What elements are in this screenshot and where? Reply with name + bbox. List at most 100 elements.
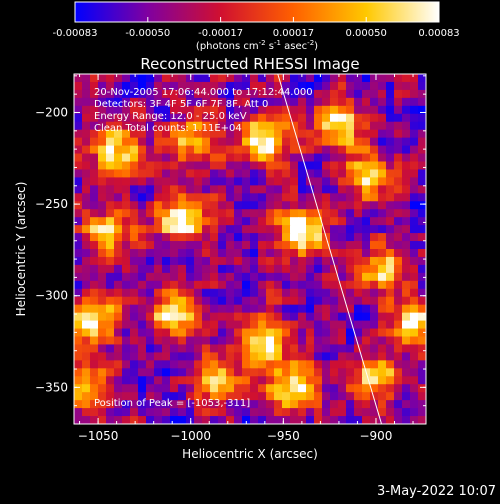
heatmap-cell [418, 177, 426, 186]
heatmap-cell [74, 137, 83, 147]
heatmap-cell [218, 113, 227, 123]
heatmap-cell [162, 225, 171, 234]
heatmap-cell [378, 193, 387, 202]
heatmap-cell [162, 89, 171, 99]
heatmap-cell [82, 161, 91, 171]
heatmap-cell [234, 336, 243, 346]
heatmap-cell [234, 145, 243, 155]
heatmap-cell [402, 153, 411, 163]
heatmap-cell [362, 241, 371, 250]
heatmap-cell [338, 177, 347, 186]
heatmap-cell [210, 193, 219, 202]
heatmap-cell [122, 169, 131, 179]
heatmap-cell [170, 225, 179, 234]
heatmap-cell [338, 217, 347, 226]
heatmap-cell [234, 217, 243, 226]
heatmap-cell [274, 137, 283, 147]
heatmap-cell [418, 89, 426, 99]
heatmap-cell [290, 392, 299, 401]
heatmap-cell [266, 408, 275, 417]
heatmap-cell [138, 296, 147, 306]
heatmap-cell [410, 233, 419, 242]
heatmap-cell [354, 81, 363, 91]
heatmap-cell [330, 264, 339, 274]
heatmap-cell [330, 384, 339, 393]
heatmap-cell [330, 344, 339, 354]
heatmap-cell [106, 97, 115, 107]
heatmap-cell [338, 193, 347, 202]
heatmap-cell [402, 416, 411, 424]
heatmap-cell [314, 97, 323, 107]
heatmap-cell [250, 296, 259, 306]
heatmap-cell [74, 408, 83, 417]
heatmap-cell [226, 161, 235, 171]
heatmap-cell [378, 113, 387, 123]
heatmap-cell [314, 320, 323, 330]
heatmap-cell [298, 249, 307, 258]
heatmap-cell [122, 392, 131, 401]
y-tick-label: −350 [35, 380, 68, 394]
y-axis-label: Heliocentric Y (arcsec) [14, 182, 28, 317]
heatmap-cell [74, 113, 83, 123]
heatmap-cell [338, 185, 347, 194]
heatmap-cell [106, 121, 115, 131]
heatmap-cell [146, 129, 155, 139]
heatmap-cell [170, 416, 179, 424]
heatmap-cell [130, 225, 139, 234]
heatmap-cell [378, 105, 387, 115]
heatmap-cell [266, 193, 275, 202]
heatmap-cell [346, 352, 355, 361]
heatmap-cell [290, 241, 299, 250]
heatmap-cell [362, 304, 371, 314]
heatmap-cell [322, 328, 331, 338]
heatmap-cell [410, 320, 419, 330]
heatmap-cell [106, 81, 115, 91]
x-tick-label: −1000 [170, 429, 211, 443]
heatmap-cell [306, 217, 315, 226]
heatmap-cell [154, 201, 163, 210]
heatmap-cell [218, 312, 227, 322]
heatmap-cell [386, 81, 395, 91]
heatmap-cell [258, 209, 267, 218]
heatmap-cell [210, 416, 219, 424]
heatmap-cell [130, 105, 139, 115]
heatmap-cell [242, 352, 251, 361]
heatmap-cell [210, 296, 219, 306]
heatmap-cell [154, 193, 163, 202]
heatmap-cell [218, 137, 227, 147]
heatmap-cell [418, 121, 426, 131]
heatmap-cell [314, 344, 323, 354]
heatmap-cell [290, 201, 299, 210]
heatmap-cell [146, 241, 155, 250]
heatmap-cell [162, 161, 171, 171]
heatmap-cell [202, 264, 211, 274]
heatmap-cell [402, 320, 411, 330]
heatmap-cell [330, 209, 339, 218]
heatmap-cell [202, 105, 211, 115]
heatmap-cell [226, 288, 235, 298]
heatmap-cell [394, 264, 403, 274]
heatmap-cell [394, 296, 403, 306]
heatmap-cell [298, 113, 307, 123]
heatmap-cell [226, 264, 235, 274]
heatmap-cell [258, 304, 267, 314]
heatmap-cell [154, 264, 163, 274]
heatmap-cell [378, 288, 387, 298]
heatmap-cell [282, 74, 291, 83]
heatmap-cell [162, 392, 171, 401]
heatmap-cell [226, 376, 235, 385]
heatmap-cell [162, 233, 171, 242]
heatmap-cell [226, 81, 235, 91]
heatmap-cell [354, 264, 363, 274]
heatmap-cell [354, 185, 363, 194]
heatmap-cell [122, 209, 131, 218]
heatmap-cell [138, 328, 147, 338]
heatmap-cell [98, 121, 107, 131]
heatmap-cell [402, 296, 411, 306]
heatmap-cell [138, 161, 147, 171]
heatmap-cell [82, 272, 91, 282]
heatmap-cell [370, 233, 379, 242]
heatmap-cell [154, 169, 163, 179]
heatmap-cell [394, 193, 403, 202]
heatmap-cell [210, 201, 219, 210]
